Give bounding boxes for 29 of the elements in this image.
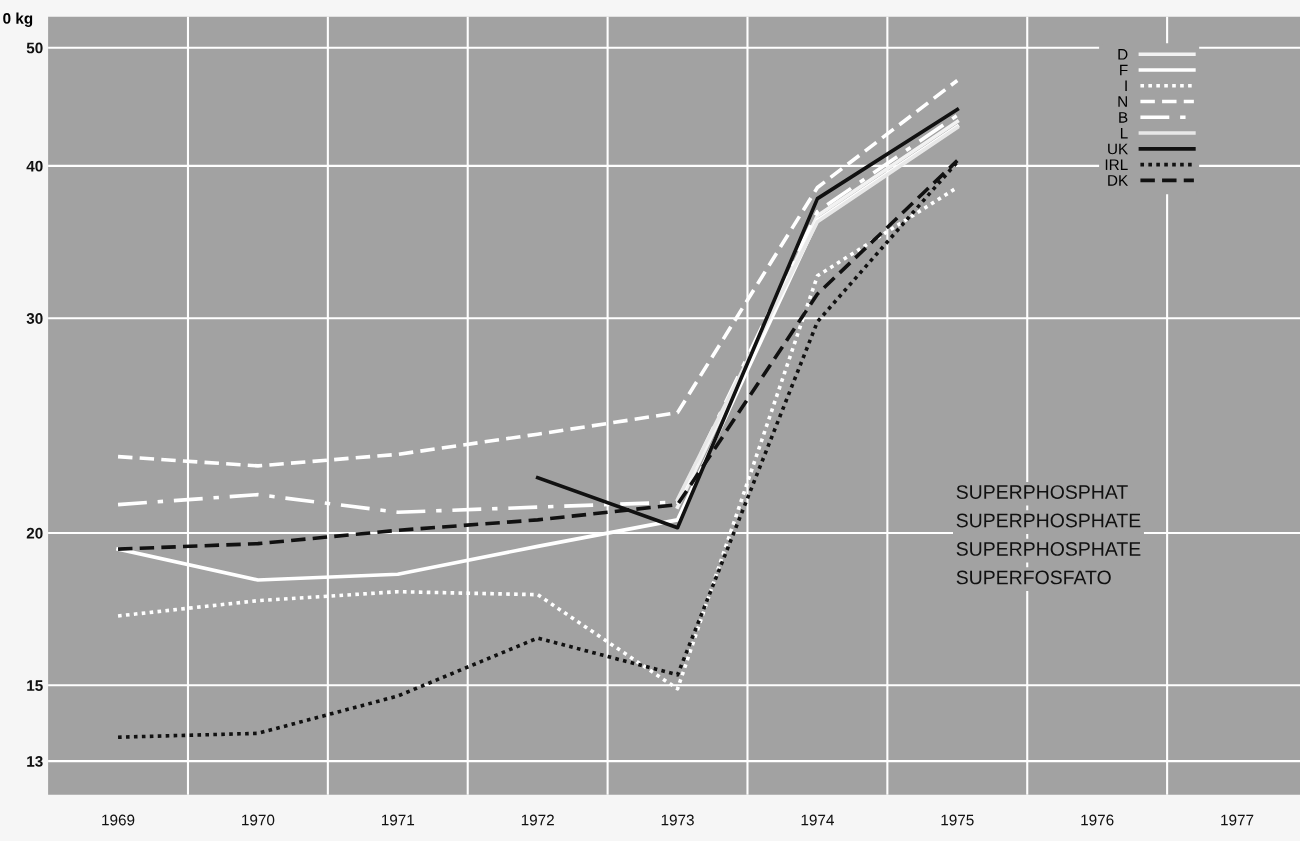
- x-tick-label: 1975: [941, 814, 974, 826]
- x-tick-label: 1974: [801, 814, 834, 826]
- x-tick-label: 1976: [1081, 814, 1114, 826]
- legend-label: DK: [1108, 175, 1129, 186]
- legend-label: L: [1120, 127, 1128, 139]
- y-tick-label: 50: [26, 42, 43, 54]
- x-tick-label: 1973: [661, 814, 694, 826]
- legend-label: F: [1120, 64, 1128, 76]
- x-tick-label: 1970: [242, 814, 275, 826]
- annotation: SUPERPHOSPHATE: [956, 513, 1141, 528]
- annotation: SUPERFOSFATO: [956, 570, 1111, 585]
- y-tick-label: 15: [27, 680, 43, 692]
- x-tick-label: 1972: [521, 814, 554, 826]
- annotation: SUPERPHOSPHAT: [956, 485, 1128, 499]
- y-tick-label: 13: [27, 755, 43, 767]
- x-tick-label: 1977: [1221, 814, 1254, 826]
- legend-label: IRL: [1105, 159, 1128, 170]
- y-tick-label: 30: [26, 313, 43, 324]
- y-tick-label: 20: [26, 527, 43, 539]
- x-tick-label: 1971: [381, 814, 415, 826]
- legend-label: B: [1119, 112, 1128, 123]
- legend-label: D: [1118, 49, 1128, 60]
- legend-label: I: [1125, 80, 1127, 92]
- legend-label: UK: [1108, 143, 1129, 155]
- legend-label: N: [1118, 96, 1127, 107]
- annotation: SUPERPHOSPHATE: [956, 542, 1141, 556]
- x-tick-label: 1969: [102, 814, 135, 826]
- y-axis-title: 0 kg: [3, 12, 33, 27]
- y-tick-label: 40: [26, 160, 43, 172]
